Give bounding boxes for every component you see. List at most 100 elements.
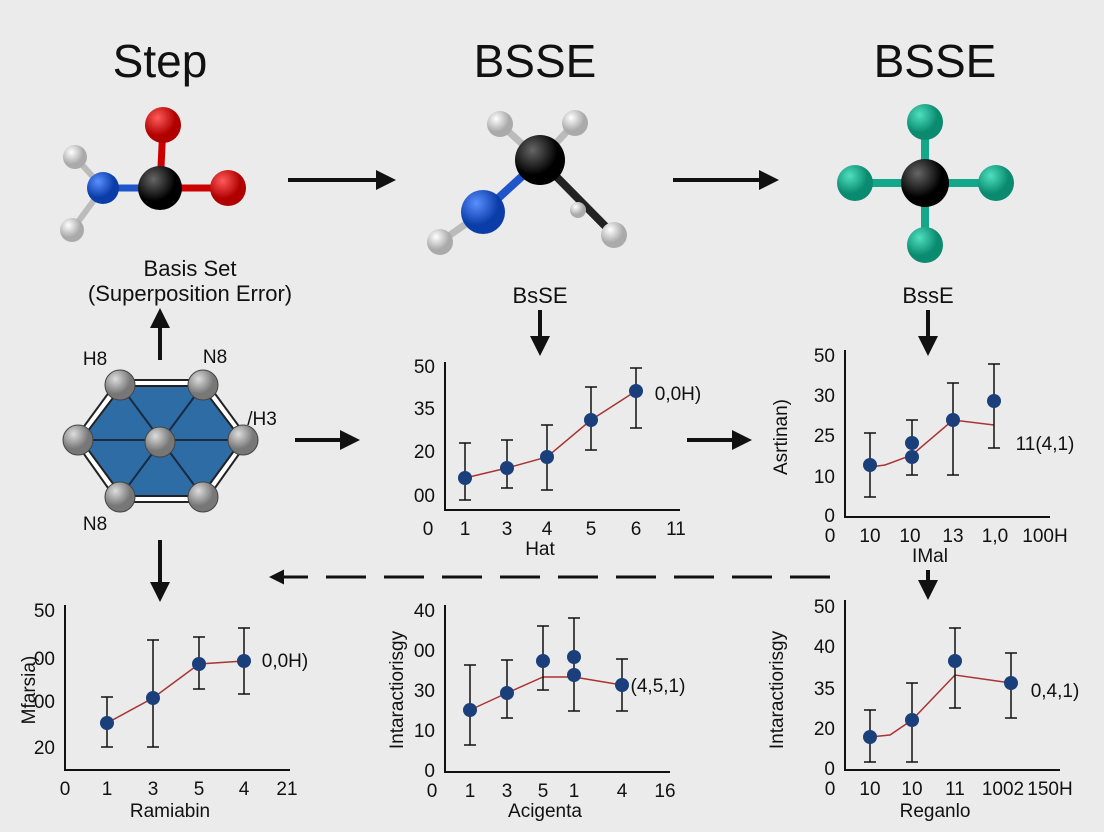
point	[863, 458, 877, 472]
point	[146, 691, 160, 705]
point	[629, 384, 643, 398]
caption: Basis Set	[144, 256, 237, 281]
y-tick-label: 20	[814, 719, 835, 740]
x-axis-label: IMal	[912, 546, 948, 567]
x-tick-label: 16	[654, 781, 675, 802]
point	[463, 703, 477, 717]
ring-label: N8	[83, 514, 107, 535]
plot: 50 00 00 200 1 3 5 4 21 Ramiabin 0,0H) Mfarsia)	[19, 601, 308, 822]
y-tick-label: 0	[424, 761, 435, 782]
point	[1004, 676, 1018, 690]
point	[987, 394, 1001, 408]
annotation: 0,0H)	[262, 651, 308, 672]
y-tick-label: 35	[414, 399, 435, 420]
y-tick-label: 40	[814, 637, 835, 658]
y-tick-label: 50	[34, 601, 55, 622]
x-axis-label: Hat	[525, 539, 555, 560]
ring	[62, 369, 259, 513]
x-tick-label: 1	[460, 519, 471, 540]
plot: 50 40 35 20 00 10 10 11 1002 150H Reganlo 0,4,1) Int…	[767, 597, 1079, 822]
x-tick-label: 21	[276, 779, 297, 800]
y-axis-label: Intaractiorisgy	[387, 630, 408, 749]
x-tick-label: 1	[465, 781, 476, 802]
heading: BSSE	[874, 35, 997, 87]
x-tick-label: 10	[899, 526, 920, 547]
y-tick-label: 50	[414, 357, 435, 378]
y-tick-label: 30	[814, 386, 835, 407]
annotation: 0,0H)	[655, 384, 701, 405]
x-tick-label: 11	[666, 519, 686, 540]
point	[500, 461, 514, 475]
trend-line	[464, 390, 637, 479]
point	[905, 436, 919, 450]
x-tick-label: 13	[942, 526, 963, 547]
heading: BSSE	[474, 35, 597, 87]
y-axis-label: Asrtinan)	[771, 399, 792, 475]
y-tick-label: 0	[824, 759, 835, 780]
axes	[444, 362, 680, 511]
y-tick-label: 40	[414, 601, 435, 622]
x-tick-label: 0	[423, 519, 434, 540]
caption: BsSE	[512, 283, 567, 308]
point	[567, 668, 581, 682]
y-tick-label: 35	[814, 679, 835, 700]
x-tick-label: 5	[538, 781, 549, 802]
point	[237, 654, 251, 668]
caption: (Superposition Error)	[88, 281, 292, 306]
point	[615, 678, 629, 692]
x-tick-label: 11	[945, 779, 965, 800]
x-tick-label: 1	[102, 779, 113, 800]
trend-line	[869, 419, 995, 468]
trend-line	[106, 660, 245, 724]
x-tick-label: 6	[631, 519, 642, 540]
axes	[844, 350, 1050, 518]
axes	[64, 605, 290, 771]
plot: 50 30 25 10 00 10 10 13 1,0 100H IMal 11(4,1) Asrtin…	[771, 346, 1074, 567]
molecule	[427, 110, 627, 255]
molecule	[837, 104, 1014, 263]
arrows	[150, 170, 938, 602]
point	[905, 713, 919, 727]
y-tick-label: 0	[824, 506, 835, 527]
ring-label: N8	[203, 347, 227, 368]
x-tick-label: 3	[148, 779, 159, 800]
x-tick-label: 5	[194, 779, 205, 800]
x-axis-label: Acigenta	[508, 801, 582, 822]
y-tick-label: 00	[414, 641, 435, 662]
point	[540, 450, 554, 464]
point	[192, 657, 206, 671]
x-tick-label: 0	[427, 781, 438, 802]
annotation: 0,4,1)	[1031, 681, 1080, 702]
point	[100, 716, 114, 730]
y-tick-label: 20	[414, 442, 435, 463]
ring-label: /H3	[247, 409, 277, 430]
point	[905, 450, 919, 464]
x-tick-label: 10	[859, 779, 880, 800]
y-tick-label: 30	[414, 681, 435, 702]
x-tick-label: 1	[569, 781, 580, 802]
y-axis-label: Intaractiorisgy	[767, 630, 788, 749]
y-tick-label: 00	[414, 486, 435, 507]
x-tick-label: 10	[901, 779, 922, 800]
axes	[844, 600, 1060, 771]
y-tick-label: 20	[34, 738, 55, 759]
trend-line	[869, 674, 1012, 738]
x-tick-label: 0	[60, 779, 71, 800]
point	[863, 730, 877, 744]
y-tick-label: 00	[34, 692, 55, 713]
x-tick-label: 4	[617, 781, 628, 802]
x-axis-label: Reganlo	[900, 801, 971, 822]
x-tick-label: 0	[825, 779, 836, 800]
x-tick-label: 4	[239, 779, 250, 800]
x-tick-label: 1,0	[982, 526, 1008, 547]
x-tick-label: 150H	[1027, 779, 1072, 800]
y-tick-label: 00	[34, 649, 55, 670]
y-tick-label: 50	[814, 597, 835, 618]
x-tick-label: 10	[859, 526, 880, 547]
point	[458, 471, 472, 485]
y-tick-label: 10	[814, 467, 835, 488]
x-tick-label: 4	[542, 519, 553, 540]
